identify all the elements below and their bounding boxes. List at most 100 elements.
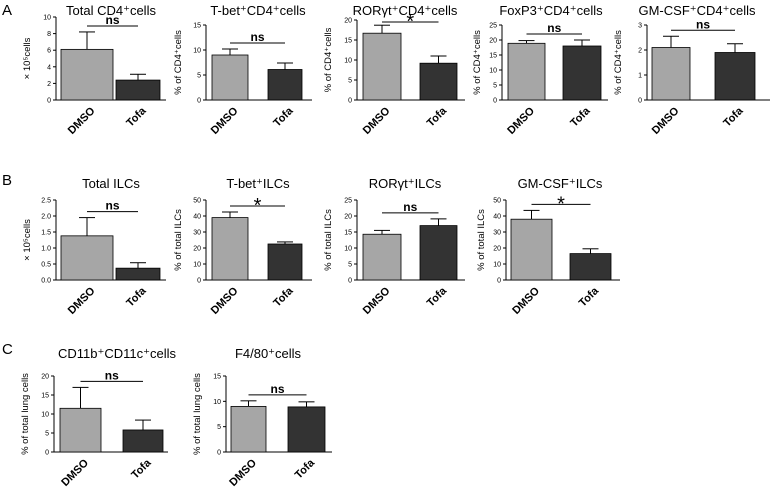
category-label-dmso: DMSO: [361, 285, 393, 317]
panel-label-a: A: [2, 2, 12, 19]
y-tick-label: 0.5: [41, 262, 51, 269]
y-tick-label: 5: [45, 431, 49, 438]
y-tick-label: 0: [493, 98, 497, 105]
chart-title: RORγt⁺CD4⁺cells: [353, 3, 458, 18]
y-tick-label: 30: [193, 230, 201, 237]
y-tick-label: 2: [638, 48, 642, 55]
y-axis-label: % of total ILCs: [173, 209, 184, 271]
bar-tofa: [419, 62, 458, 101]
y-tick-label: 20: [489, 38, 497, 45]
bar-dmso: [362, 32, 402, 101]
category-label-tofa: Tofa: [568, 104, 593, 129]
y-axis-label: % of total lung cells: [20, 373, 31, 455]
y-axis-label: % of CD4⁺cells: [613, 30, 624, 95]
y-tick-label: 5: [348, 78, 352, 85]
y-tick-label: 25: [489, 23, 497, 30]
category-label-tofa: Tofa: [721, 104, 746, 129]
y-tick-label: 25: [344, 198, 352, 205]
chart-title: GM-CSF⁺CD4⁺cells: [638, 3, 756, 18]
bar-tofa: [714, 52, 756, 101]
bar-tofa: [122, 429, 164, 453]
y-tick-label: 0: [348, 98, 352, 105]
y-axis-label: % of CD4⁺cells: [323, 27, 334, 92]
panel-label-b: B: [2, 172, 12, 189]
y-tick-label: 20: [493, 246, 501, 253]
chart-b2: T-bet⁺ILCs % of total ILCs 0 10 20 30 40 50 DMSO…: [173, 176, 312, 317]
y-tick-label: 1.0: [41, 246, 51, 253]
significance-label: ns: [696, 17, 710, 31]
y-tick-label: 1: [638, 73, 642, 80]
bar-tofa: [267, 69, 303, 101]
y-tick-label: 10: [43, 15, 51, 22]
y-tick-label: 20: [193, 246, 201, 253]
chart-title: T-bet⁺CD4⁺cells: [210, 3, 306, 18]
chart-b4: GM-CSF⁺ILCs % of total ILCs 0 10 20 30 40 50 DMS…: [476, 176, 620, 317]
y-tick-label: 0: [197, 278, 201, 285]
y-tick-label: 0: [47, 98, 51, 105]
significance-label: ns: [250, 30, 264, 44]
panel-label-c: C: [2, 341, 13, 358]
significance-label: *: [254, 195, 262, 217]
y-tick-label: 10: [493, 262, 501, 269]
y-tick-label: 10: [213, 399, 221, 406]
significance-label: ns: [105, 13, 119, 27]
y-tick-label: 15: [213, 374, 221, 381]
chart-title: GM-CSF⁺ILCs: [518, 176, 603, 191]
category-label-tofa: Tofa: [271, 104, 296, 129]
y-tick-label: 5: [493, 83, 497, 90]
significance-label: ns: [547, 21, 561, 35]
y-axis-label: % of total ILCs: [476, 209, 487, 271]
y-tick-label: 5: [217, 424, 221, 431]
bar-dmso: [60, 48, 114, 101]
y-tick-label: 10: [193, 262, 201, 269]
y-tick-label: 3: [638, 23, 642, 30]
bar-tofa: [287, 406, 326, 453]
category-label-tofa: Tofa: [425, 104, 450, 129]
y-tick-label: 0.0: [41, 278, 51, 285]
bar-dmso: [507, 42, 546, 101]
y-tick-label: 10: [41, 412, 49, 419]
y-tick-label: 10: [489, 68, 497, 75]
y-tick-label: 15: [344, 38, 352, 45]
bar-tofa: [115, 79, 161, 101]
bar-dmso: [211, 54, 249, 101]
y-axis-label: % of CD4⁺cells: [173, 30, 184, 95]
category-label-tofa: Tofa: [271, 284, 296, 309]
chart-c1: CD11b⁺CD11c⁺cells % of total lung cells 0 5…: [20, 346, 176, 489]
y-tick-label: 50: [493, 198, 501, 205]
y-tick-label: 0: [45, 450, 49, 457]
y-tick-label: 2: [47, 81, 51, 88]
bar-dmso: [362, 233, 402, 281]
category-label-dmso: DMSO: [505, 105, 537, 137]
y-tick-label: 2.5: [41, 198, 51, 205]
significance-label: *: [406, 11, 414, 33]
chart-a5: GM-CSF⁺CD4⁺cells % of CD4⁺cells 0 1 2 3 DMSO To…: [613, 3, 770, 137]
y-tick-label: 50: [193, 198, 201, 205]
y-tick-label: 1.5: [41, 230, 51, 237]
chart-b1: Total ILCs × 10⁵cells 0.0 0.5 1.0 1.5 2.0 2.5 DM…: [22, 176, 166, 317]
bar-tofa: [419, 225, 458, 281]
y-axis-label: × 10⁵cells: [22, 37, 33, 79]
category-label-dmso: DMSO: [59, 457, 91, 489]
bar-tofa: [115, 267, 161, 281]
y-tick-label: 40: [193, 214, 201, 221]
y-tick-label: 15: [344, 230, 352, 237]
y-tick-label: 0: [497, 278, 501, 285]
y-axis-label: % of total ILCs: [323, 209, 334, 271]
chart-title: T-bet⁺ILCs: [226, 176, 290, 191]
bar-dmso: [60, 235, 114, 281]
y-tick-label: 4: [47, 64, 51, 71]
category-label-dmso: DMSO: [66, 285, 98, 317]
chart-a2: T-bet⁺CD4⁺cells % of CD4⁺cells 0 5 10 15 DMSO T…: [173, 3, 312, 137]
y-tick-label: 30: [493, 230, 501, 237]
bar-dmso: [651, 47, 691, 101]
category-label-dmso: DMSO: [650, 105, 682, 137]
y-tick-label: 15: [489, 53, 497, 60]
category-label-dmso: DMSO: [209, 105, 241, 137]
y-tick-label: 10: [193, 48, 201, 55]
bar-dmso: [230, 405, 267, 453]
bar-tofa: [562, 45, 602, 101]
bar-dmso: [59, 407, 102, 453]
significance-label: ns: [270, 382, 284, 396]
